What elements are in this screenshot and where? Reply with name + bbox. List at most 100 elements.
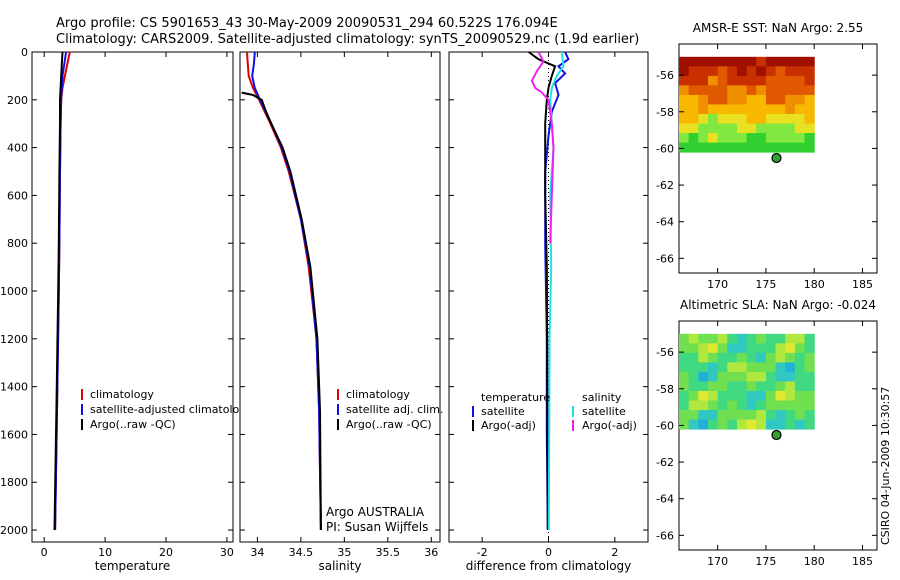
map-cell bbox=[794, 75, 806, 86]
map-cell bbox=[679, 133, 690, 144]
map-cell bbox=[698, 400, 709, 411]
map-cell bbox=[679, 104, 690, 115]
map-cell bbox=[717, 362, 728, 373]
map-cell bbox=[756, 85, 767, 96]
x-tick-label: 175 bbox=[755, 555, 776, 568]
map-cell bbox=[688, 123, 699, 134]
map-cell bbox=[765, 94, 777, 105]
map-cell bbox=[804, 56, 815, 67]
map-cell bbox=[707, 85, 719, 96]
map-cell bbox=[746, 333, 757, 344]
map-cell bbox=[707, 362, 719, 373]
map-title: AMSR-E SST: NaN Argo: 2.55 bbox=[693, 21, 863, 35]
map-cell bbox=[698, 133, 709, 144]
y-tick-label: 1800 bbox=[0, 476, 28, 489]
map-cell bbox=[746, 94, 757, 105]
map-cell bbox=[717, 104, 728, 115]
map-cell bbox=[707, 419, 719, 430]
map-cell bbox=[794, 123, 806, 134]
map-cell bbox=[679, 400, 690, 411]
map-cell bbox=[756, 75, 767, 86]
map-cell bbox=[765, 343, 777, 354]
map-cell bbox=[765, 400, 777, 411]
legend-label: Argo(..raw -QC) bbox=[90, 418, 176, 431]
map-cell bbox=[746, 343, 757, 354]
map-cell bbox=[785, 66, 796, 77]
map-cell bbox=[765, 362, 777, 373]
map-cell bbox=[785, 123, 796, 134]
map-cell bbox=[679, 123, 690, 134]
map-cell bbox=[804, 142, 815, 153]
map-cell bbox=[679, 333, 690, 344]
map-cell bbox=[727, 85, 738, 96]
x-axis-label: salinity bbox=[318, 559, 361, 573]
map-cell bbox=[794, 362, 806, 373]
map-cell bbox=[746, 142, 757, 153]
map-cell bbox=[736, 142, 748, 153]
map-cell bbox=[775, 133, 786, 144]
map-cell bbox=[794, 66, 806, 77]
map-cell bbox=[727, 75, 738, 86]
title-line-2: Climatology: CARS2009. Satellite-adjuste… bbox=[56, 32, 639, 47]
map-cell bbox=[804, 410, 815, 421]
map-cell bbox=[717, 390, 728, 402]
y-tick-label: -60 bbox=[656, 142, 674, 155]
map-cell bbox=[736, 104, 748, 115]
map-cell bbox=[717, 133, 728, 144]
map-cell bbox=[804, 352, 815, 363]
map-cell bbox=[804, 419, 815, 430]
map-cell bbox=[785, 85, 796, 96]
map-cell bbox=[717, 142, 728, 153]
y-tick-label: -62 bbox=[656, 456, 674, 469]
x-axis-label: difference from climatology bbox=[466, 559, 632, 573]
map-cell bbox=[794, 333, 806, 344]
map-cell bbox=[736, 410, 748, 421]
map-cell bbox=[746, 390, 757, 402]
map-cell bbox=[785, 381, 796, 392]
map-cell bbox=[804, 75, 815, 86]
map-cell bbox=[727, 113, 738, 125]
map-cell bbox=[736, 113, 748, 125]
map-cell bbox=[756, 56, 767, 67]
map-cell bbox=[688, 133, 699, 144]
map-cell bbox=[785, 94, 796, 105]
map-cell bbox=[717, 75, 728, 86]
map-cell bbox=[746, 381, 757, 392]
map-cell bbox=[746, 410, 757, 421]
map-cell bbox=[785, 104, 796, 115]
series-line bbox=[530, 51, 555, 244]
map-cell bbox=[727, 333, 738, 344]
map-cell bbox=[698, 362, 709, 373]
map-cell bbox=[775, 123, 786, 134]
map-cell bbox=[688, 419, 699, 430]
map-cell bbox=[736, 419, 748, 430]
y-tick-label: -62 bbox=[656, 179, 674, 192]
map-cell bbox=[785, 333, 796, 344]
map-cell bbox=[804, 94, 815, 105]
map-cell bbox=[698, 390, 709, 402]
map-cell bbox=[785, 113, 796, 125]
map-cell bbox=[756, 123, 767, 134]
float-marker bbox=[771, 429, 782, 441]
map-cell bbox=[679, 352, 690, 363]
map-cell bbox=[727, 390, 738, 402]
map-cell bbox=[727, 381, 738, 392]
legend-label: climatology bbox=[90, 388, 154, 401]
y-tick-label: 1000 bbox=[0, 285, 28, 298]
map-cell bbox=[717, 333, 728, 344]
map-cell bbox=[727, 343, 738, 354]
map-cell bbox=[775, 390, 786, 402]
map-cell bbox=[707, 133, 719, 144]
map-cell bbox=[736, 352, 748, 363]
map-cell bbox=[736, 85, 748, 96]
map-cell bbox=[736, 133, 748, 144]
map-cell bbox=[765, 142, 777, 153]
x-tick-label: 185 bbox=[852, 278, 873, 291]
legend-label: Argo(-adj) bbox=[481, 419, 536, 432]
map-cell bbox=[717, 419, 728, 430]
title-line-1: Argo profile: CS 5901653_43 30-May-2009 … bbox=[56, 16, 558, 31]
map-cell bbox=[785, 410, 796, 421]
legend-label: satellite adj. clim. bbox=[346, 403, 443, 416]
map-cell bbox=[756, 419, 767, 430]
